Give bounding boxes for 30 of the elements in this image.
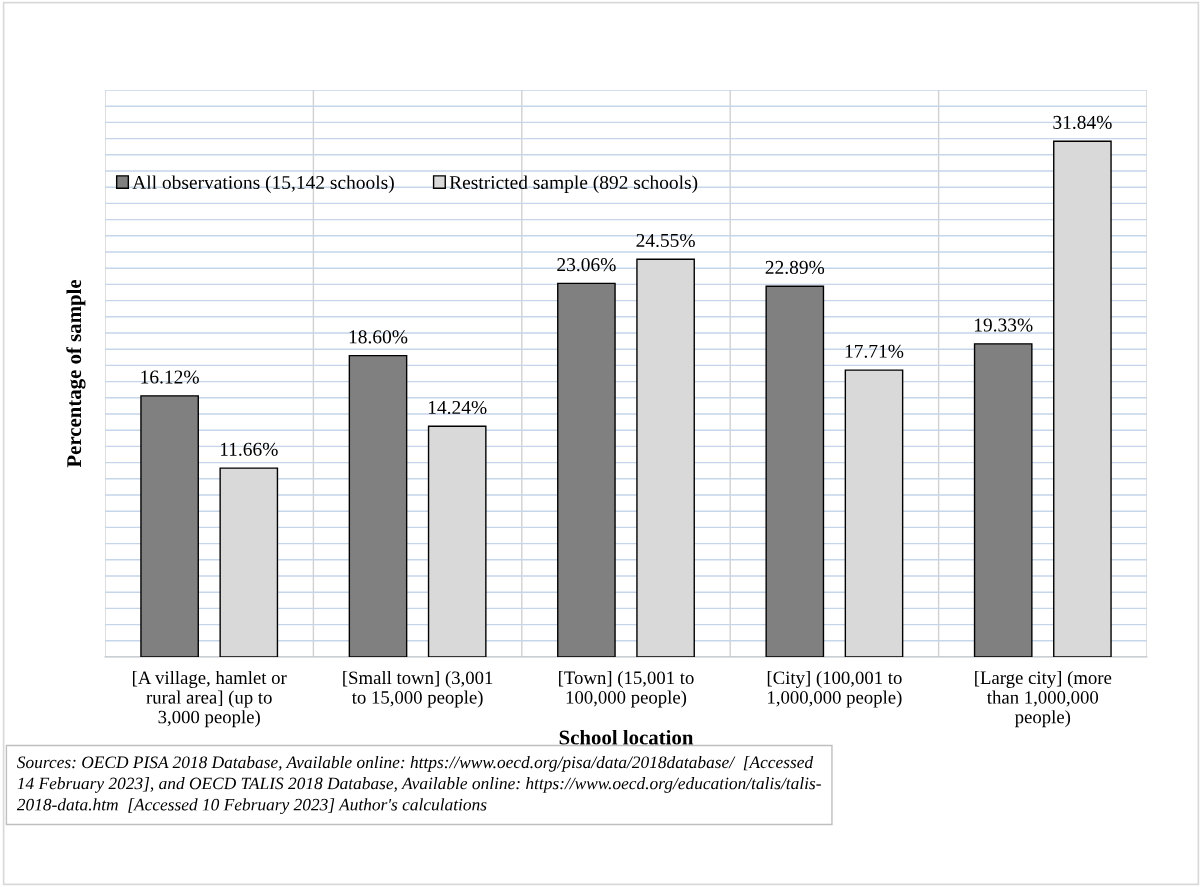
x-tick-label: [Town] (15,001 to 100,000 people) — [559, 670, 694, 708]
bar — [636, 258, 695, 657]
legend-label: Restricted sample (892 schools) — [449, 175, 698, 194]
bar — [765, 285, 825, 657]
y-axis-title: Percentage of sample — [66, 279, 86, 468]
data-label: 14.24% — [428, 400, 487, 415]
data-label: 18.60% — [349, 330, 408, 344]
x-axis-title: School location — [559, 729, 694, 745]
bar — [348, 354, 408, 657]
bar — [844, 369, 904, 657]
bar — [427, 425, 487, 657]
data-label: 16.12% — [141, 370, 199, 384]
data-label: 31.84% — [1053, 115, 1112, 129]
data-label: 24.55% — [636, 233, 695, 248]
source-note: Sources: OECD PISA 2018 Database, Available online: https://www.oecd.org/pisa/data/2018database/ [Accessed 14 February 2023], and OECD TALIS 2018 Database, Available online: https://www.oecd.org/education/talis/talis- 2018-data.htm [Accessed 10 February 2023] Author's calculations — [16, 755, 821, 815]
bar — [219, 467, 279, 657]
x-tick-label: [Large city] (more than 1,000,000 people) — [975, 670, 1112, 728]
bar — [1053, 140, 1112, 657]
data-label: 23.06% — [557, 258, 616, 272]
x-tick-label: [Small town] (3,001 to 15,000 people) — [343, 670, 493, 708]
bar — [140, 395, 199, 657]
x-tick-label: [City] (100,001 to 1,000,000 people) — [767, 670, 902, 708]
bar — [557, 282, 616, 657]
data-label: 17.71% — [845, 344, 904, 358]
data-label: 22.89% — [765, 260, 825, 274]
bar — [973, 343, 1033, 657]
x-tick-label: [A village, hamlet or rural area] (up to 3,000 people) — [133, 670, 287, 728]
legend-label: All observations (15,142 schools) — [132, 175, 394, 194]
data-label: 11.66% — [220, 442, 278, 456]
data-label: 19.33% — [974, 318, 1033, 332]
